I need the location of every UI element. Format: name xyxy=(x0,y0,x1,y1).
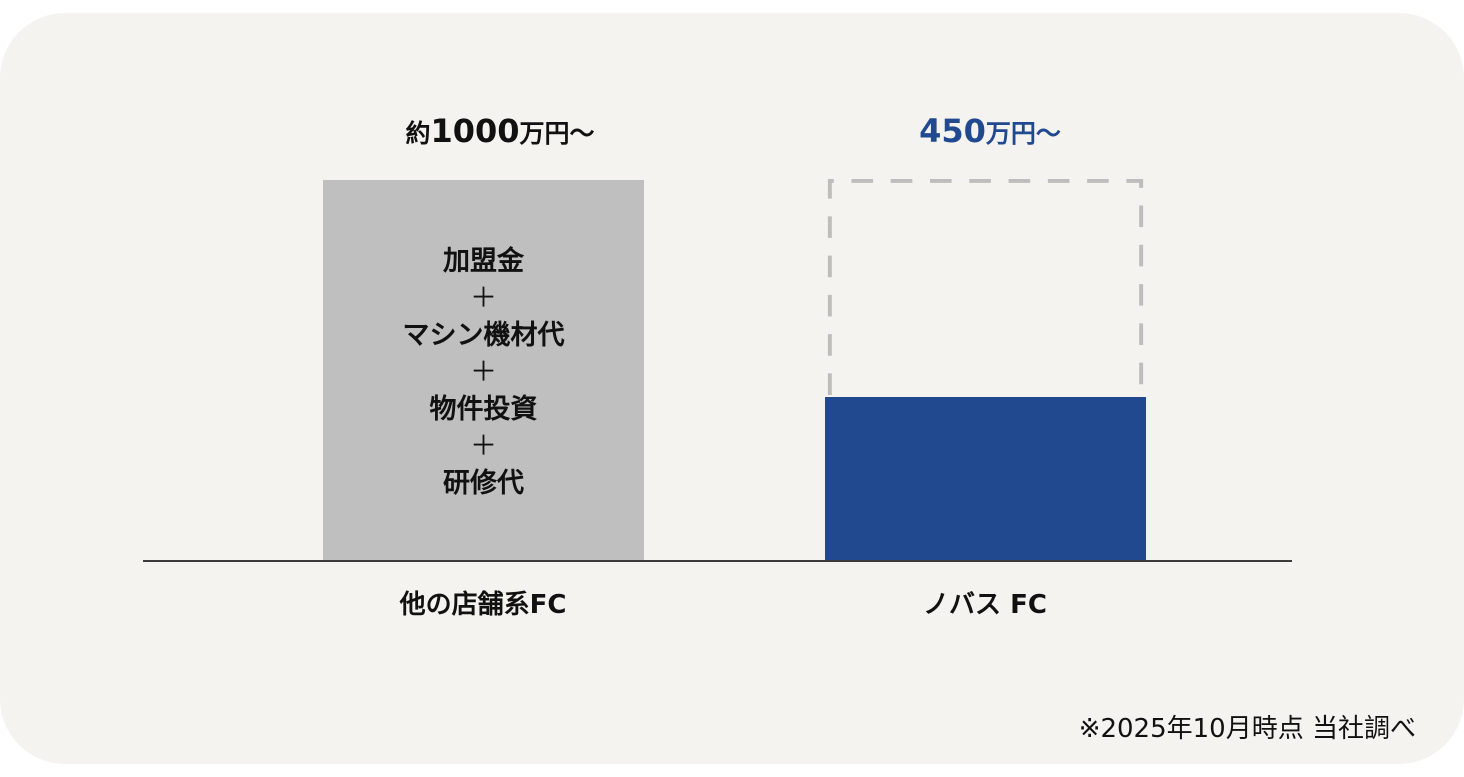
value-number: 1000 xyxy=(430,112,520,150)
plus-sign: ＋ xyxy=(470,283,497,314)
value-unit: 万円〜 xyxy=(985,119,1061,148)
footnote: ※2025年10月時点 当社調べ xyxy=(1078,714,1416,744)
breakdown-item: マシン機材代 xyxy=(402,320,565,351)
nobus-fc-value-label: 450万円〜 xyxy=(810,112,1170,150)
plus-sign: ＋ xyxy=(470,431,497,462)
nobus-fc-bar xyxy=(825,397,1146,561)
cost-breakdown: 加盟金 ＋ マシン機材代 ＋ 物件投資 ＋ 研修代 xyxy=(323,180,644,561)
breakdown-item: 物件投資 xyxy=(429,394,538,425)
other-fc-bar: 加盟金 ＋ マシン機材代 ＋ 物件投資 ＋ 研修代 xyxy=(323,180,644,561)
category-label-nobus-fc: ノバス FC xyxy=(923,590,1047,620)
chart-card xyxy=(0,13,1464,764)
value-number: 450 xyxy=(919,112,986,150)
breakdown-item: 研修代 xyxy=(443,468,524,499)
x-axis-line xyxy=(143,560,1292,562)
other-fc-value-label: 約1000万円〜 xyxy=(320,112,680,150)
plus-sign: ＋ xyxy=(470,357,497,388)
breakdown-item: 加盟金 xyxy=(443,246,524,277)
value-unit: 万円〜 xyxy=(519,119,595,148)
category-label-other-fc: 他の店舗系FC xyxy=(399,590,567,620)
value-prefix: 約 xyxy=(405,119,431,148)
reference-dashed-outline xyxy=(827,179,1144,396)
